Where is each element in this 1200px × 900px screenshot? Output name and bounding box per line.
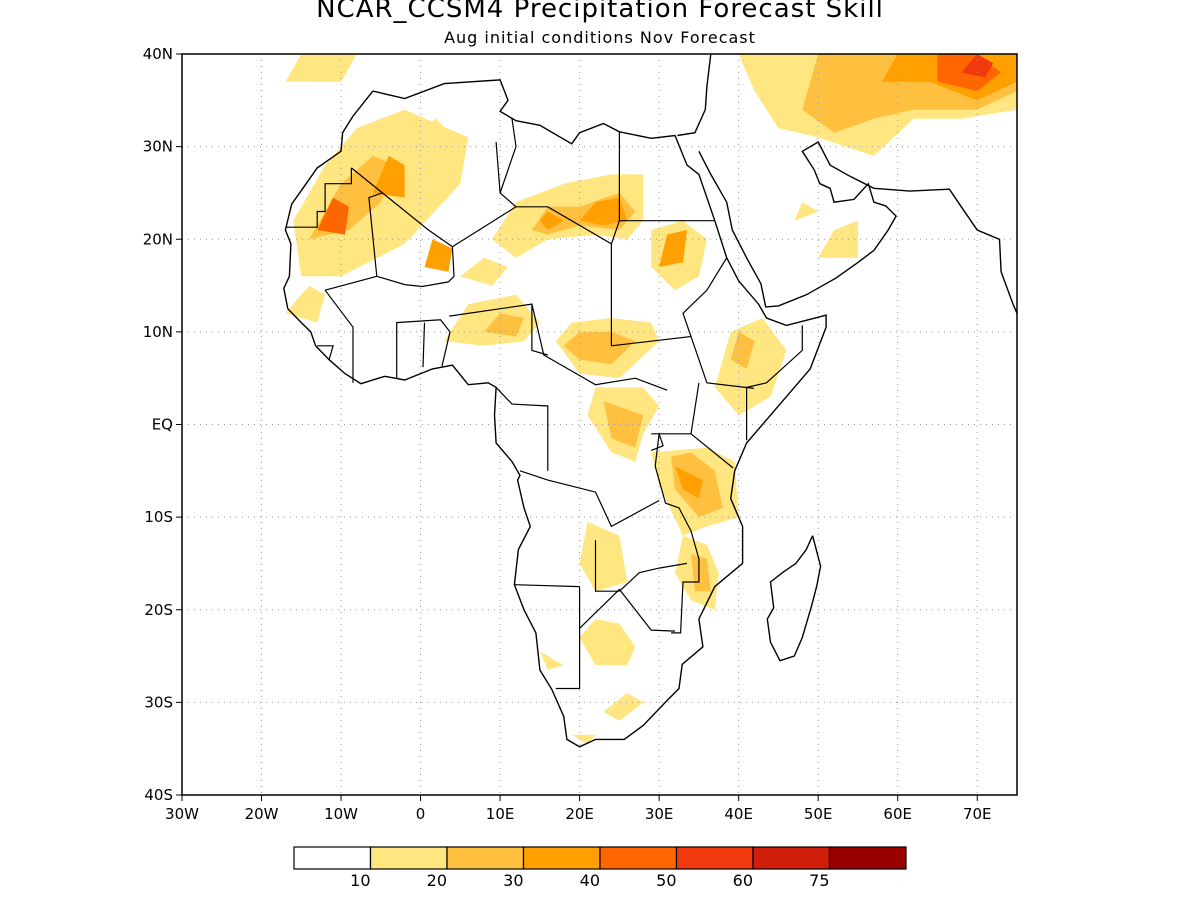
- lon-tick-label: 60E: [883, 805, 912, 823]
- country-border-8: [531, 303, 668, 391]
- colorbar-label: 50: [656, 871, 676, 890]
- skill-region-10: [539, 211, 564, 230]
- longitude-axis: 30W 20W 10W 0 10E 20E 30E 40E 50E 60E 70E: [165, 795, 992, 823]
- colorbar-swatch-4: [599, 846, 678, 870]
- lat-tick-label: 40S: [144, 786, 173, 804]
- colorbar-label: 30: [503, 871, 523, 890]
- map-plot-area: [182, 54, 1017, 795]
- country-border-6: [610, 220, 620, 245]
- country-border-25: [495, 386, 549, 471]
- colorbar-swatch-7: [828, 846, 907, 870]
- lat-tick-label: 20S: [144, 601, 173, 619]
- skill-region-26: [579, 619, 636, 666]
- lat-tick-label: 20N: [143, 230, 173, 248]
- lat-tick-label: EQ: [152, 416, 173, 434]
- skill-region-19: [730, 331, 755, 369]
- country-border-10: [706, 257, 728, 291]
- colorbar-swatch-2: [446, 846, 525, 870]
- country-border-13: [654, 433, 700, 634]
- lon-tick-label: 70E: [963, 805, 992, 823]
- lat-tick-label: 30S: [144, 693, 173, 711]
- country-border-18: [514, 584, 580, 588]
- skill-region-30: [460, 257, 508, 286]
- skill-region-38: [818, 220, 858, 258]
- colorbar-label: 60: [733, 871, 753, 890]
- colorbar-label: 10: [350, 871, 370, 890]
- colorbar-label: 20: [427, 871, 447, 890]
- country-border-28: [650, 433, 664, 451]
- colorbar-swatch-5: [675, 846, 754, 870]
- country-border-19: [519, 470, 660, 528]
- arabia-coastline: [698, 141, 1017, 314]
- lat-tick-label: 30N: [143, 138, 173, 156]
- country-border-2: [376, 192, 455, 288]
- africa-coastline: [283, 79, 827, 748]
- skill-region-22: [675, 466, 703, 499]
- skill-region-15: [563, 331, 636, 365]
- skill-region-28: [603, 693, 644, 721]
- country-border-0: [285, 167, 352, 228]
- lat-tick-label: 10S: [144, 508, 173, 526]
- lon-tick-label: 20E: [565, 805, 594, 823]
- country-border-17: [579, 588, 676, 632]
- country-border-27: [690, 382, 700, 434]
- country-border-16: [555, 586, 581, 690]
- country-border-22: [324, 289, 354, 383]
- lon-tick-label: 30W: [165, 805, 199, 823]
- skill-region-3: [372, 155, 405, 198]
- skill-shading-layer: [285, 54, 1017, 745]
- country-border-7: [452, 206, 517, 248]
- chart-subtitle: Aug initial conditions Nov Forecast: [444, 28, 756, 47]
- country-border-14: [594, 540, 620, 592]
- skill-region-18: [714, 318, 787, 416]
- coastline-layer: [283, 54, 1017, 748]
- skill-region-23: [579, 521, 628, 592]
- lon-tick-label: 50E: [804, 805, 833, 823]
- colorbar-swatch-6: [752, 846, 831, 870]
- lon-tick-label: 10W: [324, 805, 358, 823]
- skill-region-35: [961, 54, 994, 78]
- colorbar-label: 75: [809, 871, 829, 890]
- country-borders-layer: [285, 118, 803, 690]
- colorbar: 10 20 30 40 50 60 75: [293, 846, 907, 890]
- country-border-9: [611, 335, 754, 389]
- country-border-3: [495, 141, 613, 346]
- skill-region-36: [285, 54, 357, 82]
- skill-region-17: [603, 401, 644, 448]
- skill-region-37: [404, 118, 453, 147]
- lon-tick-label: 40E: [724, 805, 753, 823]
- skill-region-27: [539, 651, 564, 670]
- colorbar-swatch-1: [369, 846, 448, 870]
- country-border-12: [745, 325, 803, 441]
- skill-region-11: [579, 197, 628, 226]
- colorbar-label: 40: [580, 871, 600, 890]
- skill-region-4: [424, 239, 453, 272]
- levant-coastline: [677, 54, 712, 137]
- skill-region-5: [285, 285, 326, 323]
- country-border-24: [449, 303, 548, 356]
- country-border-23: [317, 345, 334, 360]
- lon-tick-label: 30E: [645, 805, 674, 823]
- madagascar-coastline: [766, 535, 822, 662]
- country-border-11: [682, 289, 708, 337]
- country-border-4: [499, 118, 517, 194]
- lat-tick-label: 10N: [143, 323, 173, 341]
- lon-tick-label: 0: [416, 805, 426, 823]
- country-border-20: [396, 319, 451, 379]
- skill-region-2: [317, 197, 349, 235]
- chart-title: NCAR_CCSM4 Precipitation Forecast Skill: [316, 0, 884, 24]
- colorbar-swatch-3: [522, 846, 601, 870]
- skill-region-39: [794, 202, 819, 221]
- lat-tick-label: 40N: [143, 45, 173, 63]
- colorbar-swatch-0: [293, 846, 372, 870]
- country-border-21: [422, 322, 426, 368]
- country-border-1: [324, 167, 384, 291]
- lon-tick-label: 20W: [245, 805, 279, 823]
- country-border-15: [618, 562, 688, 592]
- lon-tick-label: 10E: [486, 805, 515, 823]
- skill-region-7: [484, 313, 524, 337]
- latitude-axis: 40N 30N 20N 10N EQ 10S 20S 30S 40S: [143, 45, 182, 804]
